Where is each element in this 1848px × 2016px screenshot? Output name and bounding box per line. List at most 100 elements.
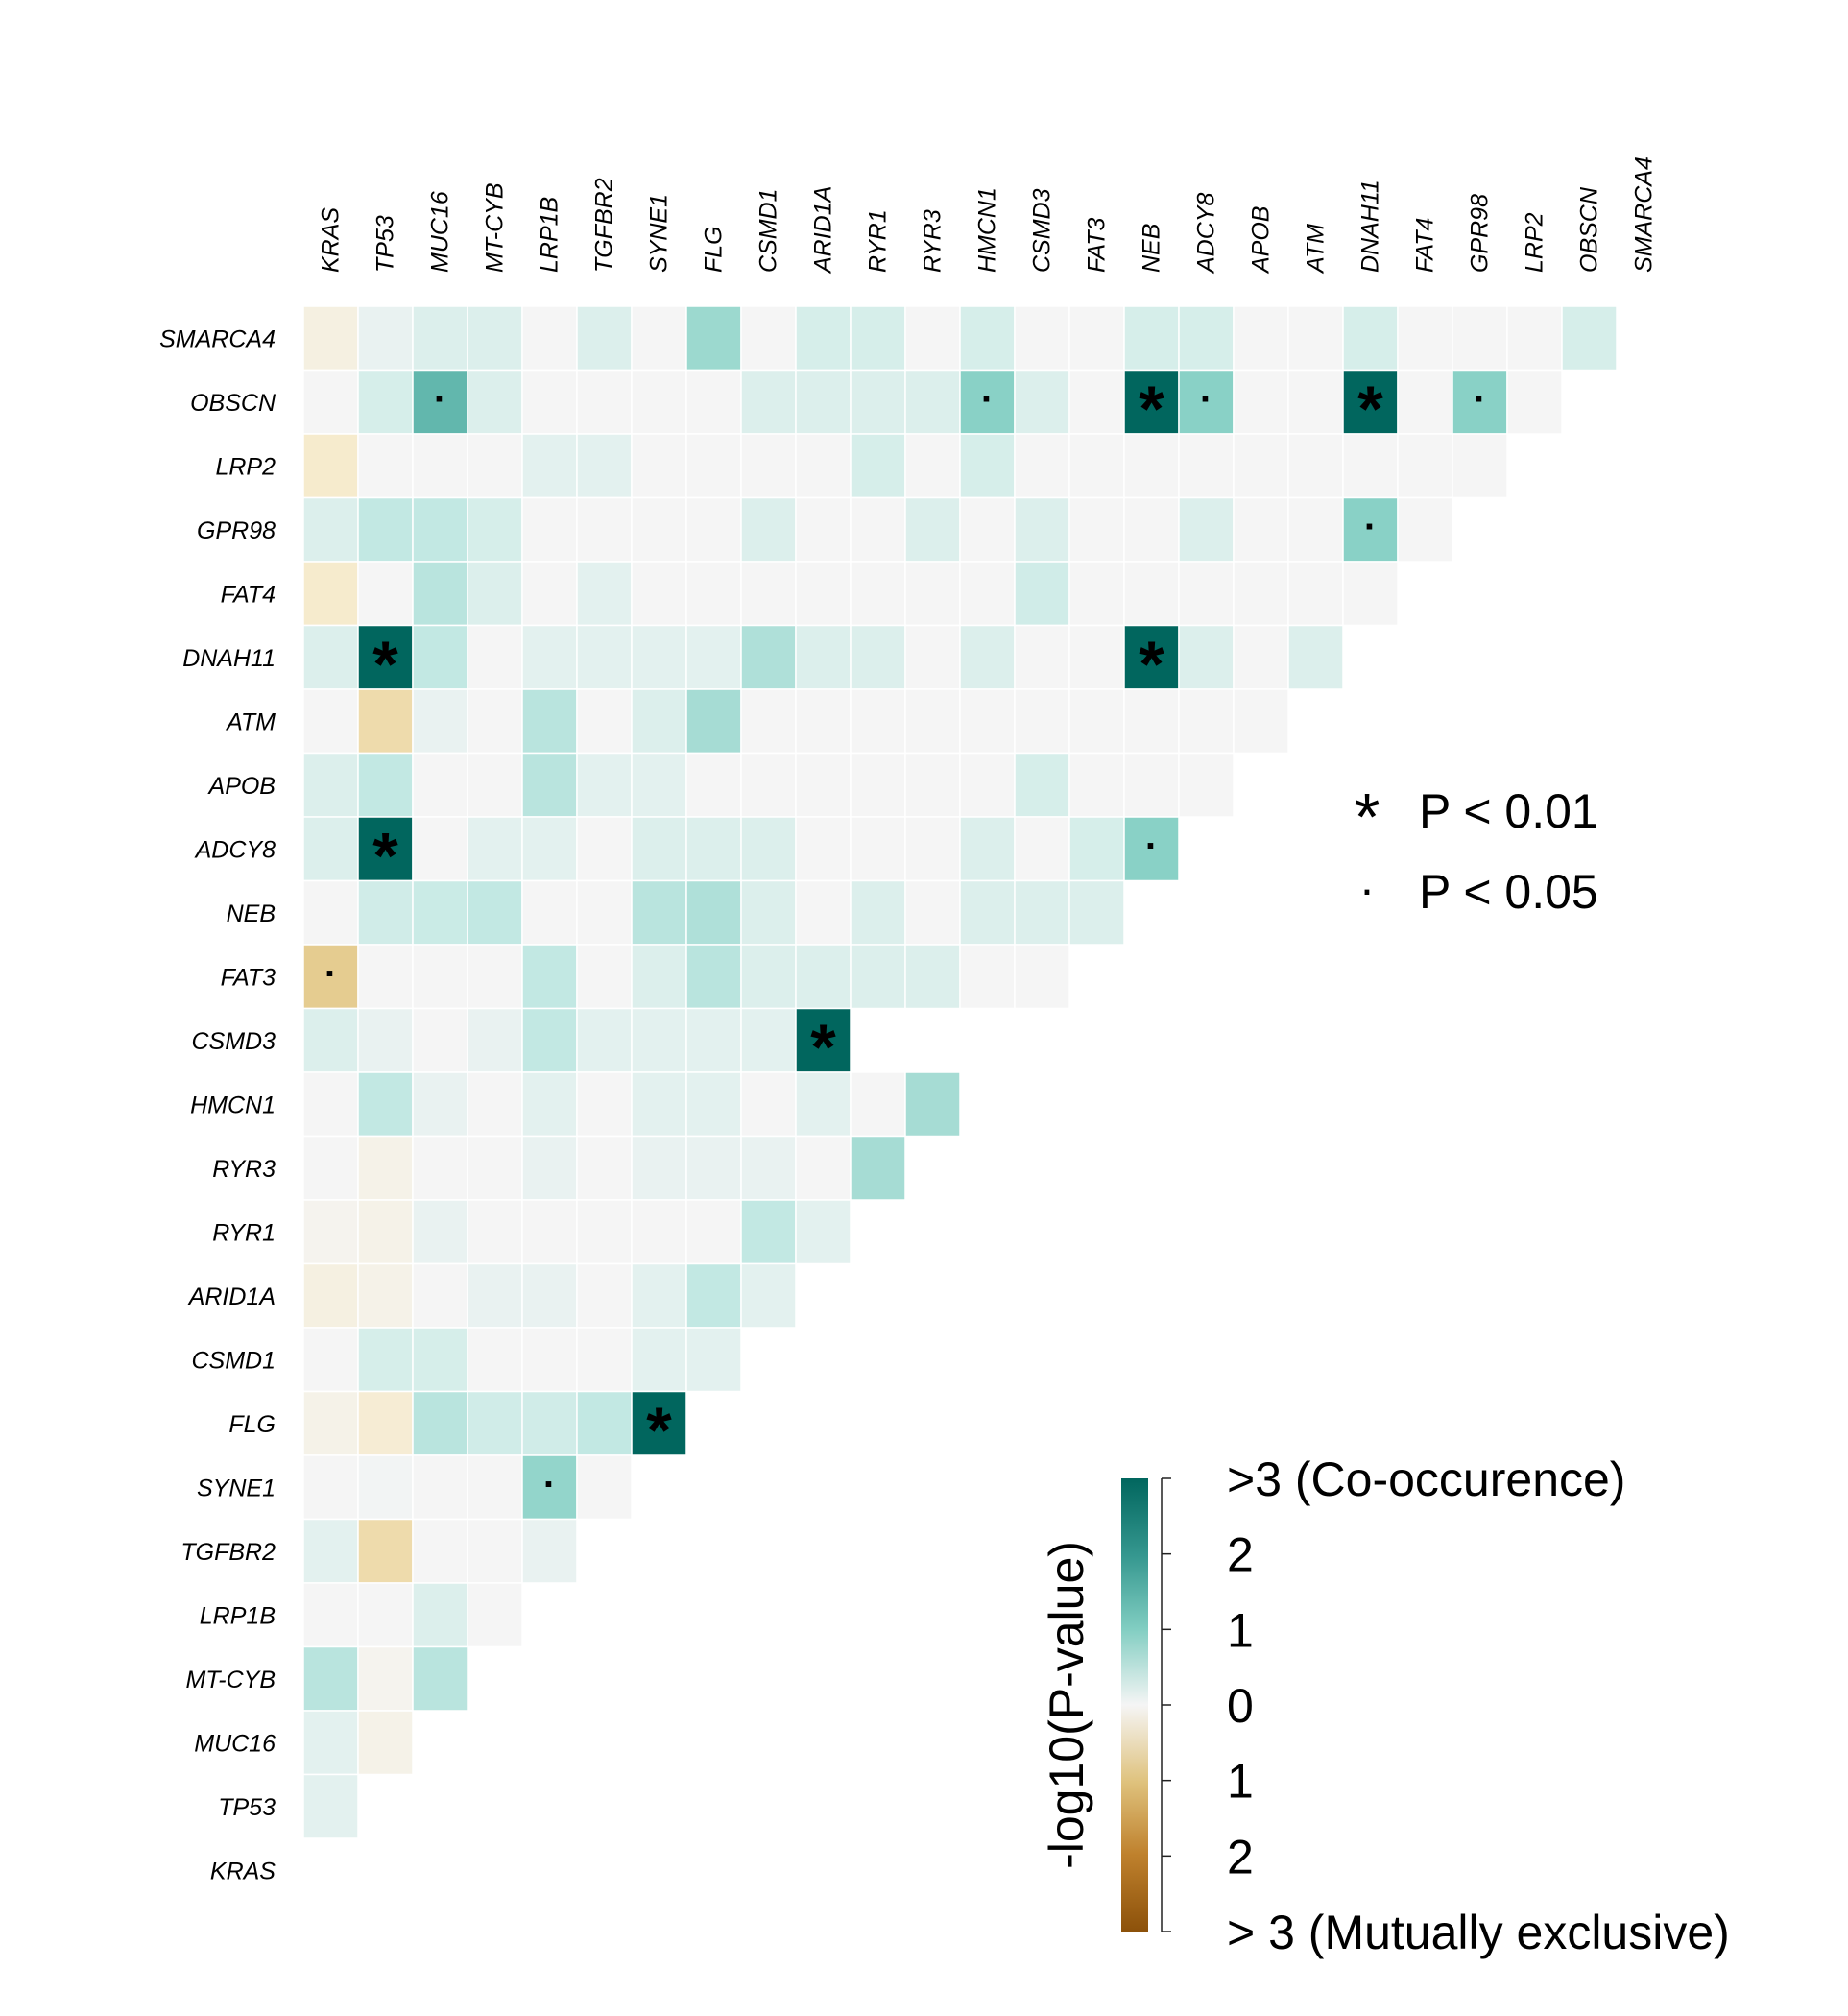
heatmap-cell-NEB-SYNE1 bbox=[631, 879, 687, 946]
heatmap-cell-FAT3-KRAS bbox=[302, 944, 359, 1010]
column-label-ARID1A: ARID1A bbox=[810, 186, 837, 275]
row-label-TP53: TP53 bbox=[218, 1794, 276, 1821]
heatmap-cell-OBSCN-HMCN1 bbox=[959, 369, 1016, 435]
heatmap-cell-GPR98-ADCY8 bbox=[1178, 496, 1235, 563]
heatmap-cell-APOB-NEB bbox=[1123, 752, 1180, 818]
heatmap-cell-GPR98-FLG bbox=[685, 496, 742, 563]
heatmap-cell-APOB-RYR3 bbox=[904, 752, 961, 818]
heatmap-cell-OBSCN-LRP2 bbox=[1506, 369, 1563, 435]
heatmap-cell-SMARCA4-SYNE1 bbox=[631, 305, 687, 372]
heatmap-cell-GPR98-FAT4 bbox=[1397, 496, 1453, 563]
significance-mark-OBSCN-GPR98: · bbox=[1474, 378, 1486, 420]
row-label-KRAS: KRAS bbox=[210, 1858, 276, 1884]
heatmap-cell-FAT3-FLG bbox=[685, 944, 742, 1010]
heatmap-cell-LRP2-CSMD1 bbox=[740, 433, 797, 499]
heatmap-cell-ARID1A-TP53 bbox=[357, 1262, 414, 1329]
column-label-NEB: NEB bbox=[1139, 224, 1165, 273]
significance-mark-FAT3-KRAS: · bbox=[324, 952, 337, 995]
heatmap-cell-FAT3-HMCN1 bbox=[959, 944, 1016, 1010]
heatmap-cell-CSMD3-CSMD1 bbox=[740, 1007, 797, 1073]
heatmap-cell-LRP2-MT-CYB bbox=[467, 433, 523, 499]
colorbar-title: -log10(P-value) bbox=[1040, 1541, 1093, 1869]
heatmap-cell-SMARCA4-ADCY8 bbox=[1178, 305, 1235, 372]
significance-mark-OBSCN-ADCY8: · bbox=[1200, 378, 1212, 420]
heatmap-cell-ADCY8-TGFBR2 bbox=[576, 816, 633, 882]
heatmap-cell-FAT4-ADCY8 bbox=[1178, 561, 1235, 627]
significance-mark-SYNE1-LRP1B: · bbox=[543, 1463, 556, 1505]
heatmap-cell-ADCY8-MUC16 bbox=[412, 816, 468, 882]
heatmap-cell-SYNE1-TP53 bbox=[357, 1454, 414, 1521]
heatmap-cell-RYR3-TP53 bbox=[357, 1135, 414, 1201]
heatmap-cell-DNAH11-ADCY8 bbox=[1178, 624, 1235, 690]
row-label-FAT3: FAT3 bbox=[221, 964, 276, 991]
heatmap-cell-FAT4-NEB bbox=[1123, 561, 1180, 627]
heatmap-cell-LRP2-FAT4 bbox=[1397, 433, 1453, 499]
row-label-FAT4: FAT4 bbox=[221, 581, 276, 608]
heatmap-cell-GPR98-KRAS bbox=[302, 496, 359, 563]
column-label-APOB: APOB bbox=[1248, 206, 1275, 275]
heatmap-cell-SYNE1-MT-CYB bbox=[467, 1454, 523, 1521]
heatmap-cell-LRP2-ATM bbox=[1287, 433, 1344, 499]
heatmap-cell-FAT3-CSMD3 bbox=[1014, 944, 1070, 1010]
heatmap-cell-NEB-MUC16 bbox=[412, 879, 468, 946]
heatmap-cell-GPR98-MT-CYB bbox=[467, 496, 523, 563]
column-label-FAT4: FAT4 bbox=[1412, 218, 1439, 273]
heatmap-cell-ATM-MUC16 bbox=[412, 688, 468, 755]
heatmap-cell-SMARCA4-LRP2 bbox=[1506, 305, 1563, 372]
colorbar-tick-label-5: 2 bbox=[1227, 1830, 1254, 1884]
heatmap-cell-APOB-TP53 bbox=[357, 752, 414, 818]
column-label-LRP1B: LRP1B bbox=[537, 197, 564, 273]
row-label-HMCN1: HMCN1 bbox=[190, 1092, 276, 1118]
heatmap-cell-FAT3-LRP1B bbox=[521, 944, 578, 1010]
column-label-RYR3: RYR3 bbox=[920, 209, 947, 273]
heatmap-cell-GPR98-ARID1A bbox=[795, 496, 852, 563]
heatmap-cell-SMARCA4-TP53 bbox=[357, 305, 414, 372]
heatmap-cell-NEB-HMCN1 bbox=[959, 879, 1016, 946]
column-label-ATM: ATM bbox=[1303, 224, 1330, 275]
heatmap-cell-FAT4-SYNE1 bbox=[631, 561, 687, 627]
row-label-LRP1B: LRP1B bbox=[200, 1602, 276, 1629]
heatmap-cell-FAT4-RYR3 bbox=[904, 561, 961, 627]
heatmap-cell-FAT4-FAT3 bbox=[1068, 561, 1125, 627]
column-label-MUC16: MUC16 bbox=[427, 191, 454, 273]
heatmap-cell-RYR1-TGFBR2 bbox=[576, 1199, 633, 1265]
heatmap-cell-FAT3-ARID1A bbox=[795, 944, 852, 1010]
heatmap-cell-ADCY8-CSMD3 bbox=[1014, 816, 1070, 882]
heatmap-cell-SMARCA4-RYR1 bbox=[850, 305, 906, 372]
heatmap-cell-HMCN1-CSMD1 bbox=[740, 1071, 797, 1138]
heatmap-cell-FLG-TGFBR2 bbox=[576, 1390, 633, 1456]
heatmap-cell-FAT4-DNAH11 bbox=[1342, 561, 1399, 627]
heatmap-cell-HMCN1-ARID1A bbox=[795, 1071, 852, 1138]
heatmap-cell-ATM-TGFBR2 bbox=[576, 688, 633, 755]
heatmap-cell-LRP2-LRP1B bbox=[521, 433, 578, 499]
heatmap-cell-FAT4-ARID1A bbox=[795, 561, 852, 627]
heatmap-cell-RYR3-MT-CYB bbox=[467, 1135, 523, 1201]
heatmap-cell-ATM-RYR1 bbox=[850, 688, 906, 755]
column-label-DNAH11: DNAH11 bbox=[1357, 180, 1384, 273]
heatmap-cell-FAT3-TGFBR2 bbox=[576, 944, 633, 1010]
heatmap-cell-HMCN1-TGFBR2 bbox=[576, 1071, 633, 1138]
heatmap-cell-HMCN1-SYNE1 bbox=[631, 1071, 687, 1138]
heatmap-cell-OBSCN-CSMD1 bbox=[740, 369, 797, 435]
heatmap-cell-OBSCN-KRAS bbox=[302, 369, 359, 435]
heatmap-cell-TGFBR2-LRP1B bbox=[521, 1518, 578, 1584]
heatmap-cell-RYR3-ARID1A bbox=[795, 1135, 852, 1201]
colorbar-tick-label-3: 0 bbox=[1227, 1679, 1254, 1733]
column-label-FAT3: FAT3 bbox=[1084, 217, 1111, 273]
heatmap-cell-CSMD1-MUC16 bbox=[412, 1327, 468, 1393]
row-label-SMARCA4: SMARCA4 bbox=[159, 325, 276, 352]
heatmap-cell-ATM-APOB bbox=[1233, 688, 1289, 755]
heatmap-cell-FAT3-CSMD1 bbox=[740, 944, 797, 1010]
heatmap-cell-CSMD3-MUC16 bbox=[412, 1007, 468, 1073]
heatmap-cell-APOB-CSMD1 bbox=[740, 752, 797, 818]
heatmap-cell-NEB-FLG bbox=[685, 879, 742, 946]
heatmap-cell-DNAH11-FLG bbox=[685, 624, 742, 690]
heatmap-cell-NEB-TP53 bbox=[357, 879, 414, 946]
heatmap-cell-LRP2-TGFBR2 bbox=[576, 433, 633, 499]
heatmap-cell-GPR98-SYNE1 bbox=[631, 496, 687, 563]
heatmap-cell-FAT4-APOB bbox=[1233, 561, 1289, 627]
heatmap-cell-GPR98-RYR1 bbox=[850, 496, 906, 563]
heatmap-cell-ARID1A-MT-CYB bbox=[467, 1262, 523, 1329]
heatmap-cell-LRP1B-MT-CYB bbox=[467, 1582, 523, 1648]
heatmap-cell-SYNE1-TGFBR2 bbox=[576, 1454, 633, 1521]
